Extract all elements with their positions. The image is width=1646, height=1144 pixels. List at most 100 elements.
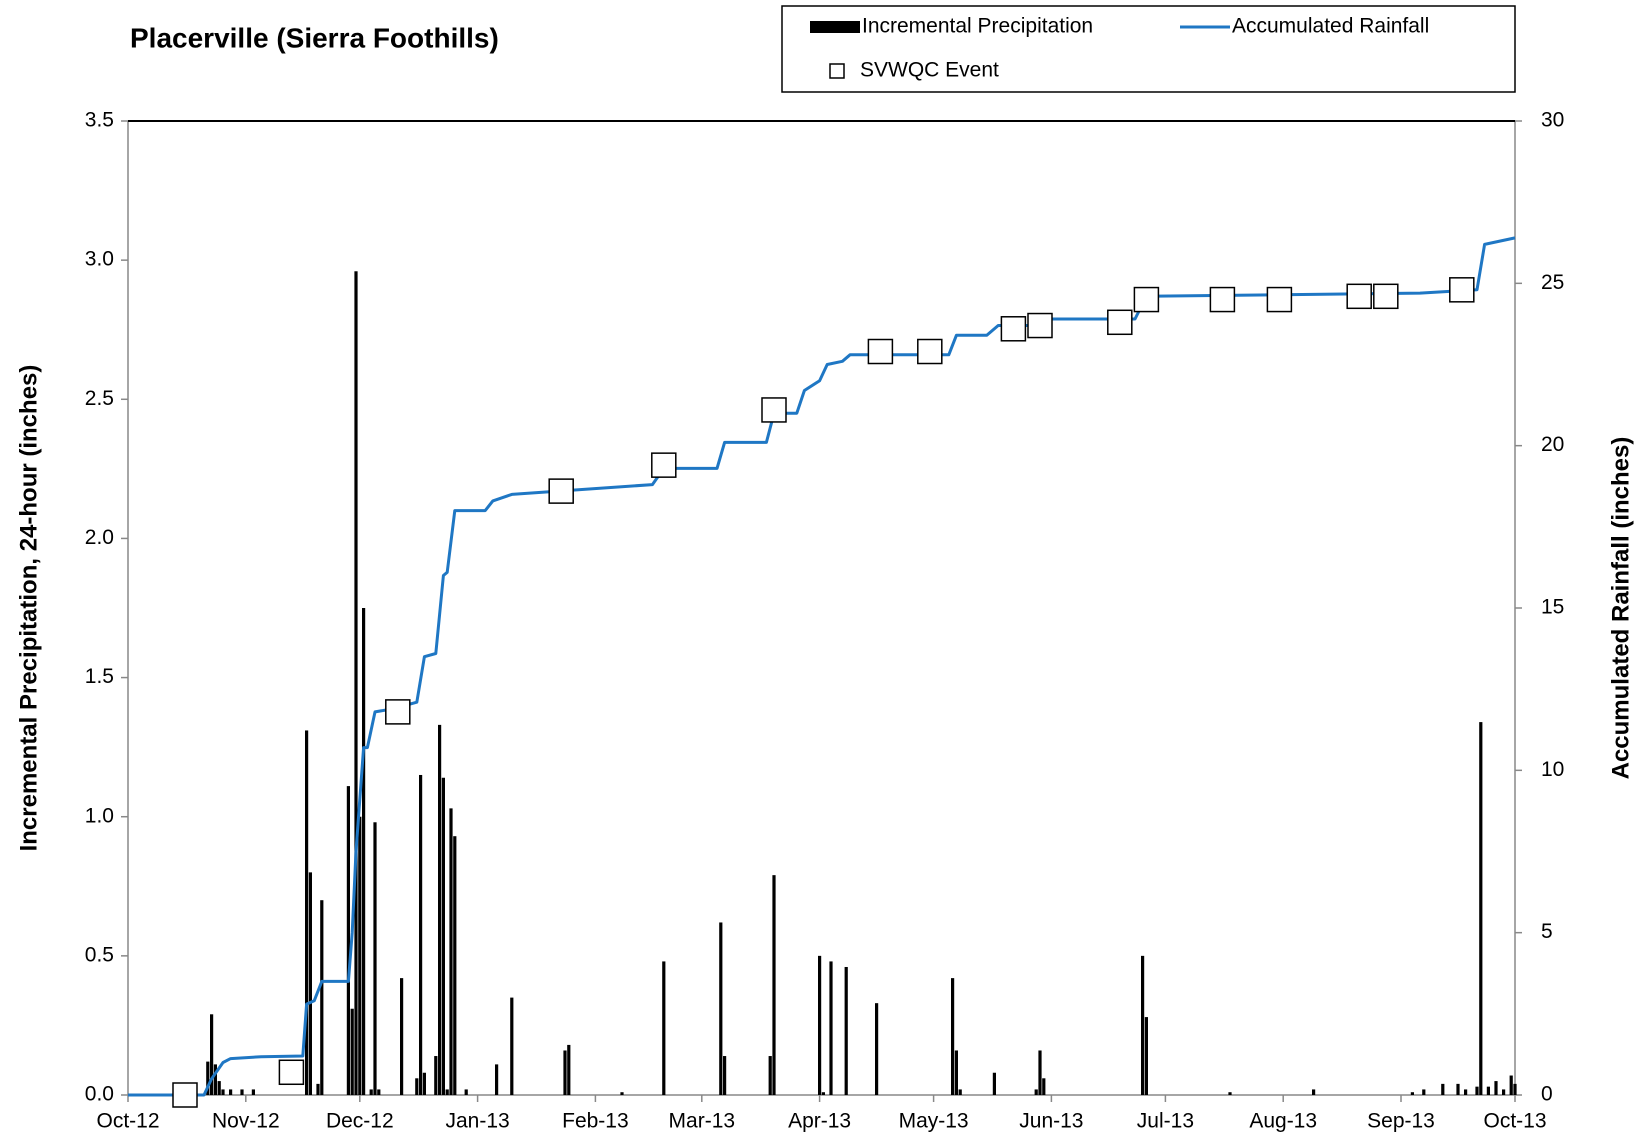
bar <box>434 1056 438 1095</box>
y2-tick-label: 25 <box>1541 271 1564 294</box>
event-marker <box>172 1082 198 1108</box>
bar <box>620 1092 624 1095</box>
bar <box>320 900 324 1095</box>
legend: Incremental Precipitation Accumulated Rai… <box>810 15 1429 82</box>
bar <box>354 271 358 1095</box>
bar <box>992 1072 996 1095</box>
x-tick-label: Jan-13 <box>445 1110 509 1133</box>
x-tick-label: Apr-13 <box>788 1110 851 1133</box>
event-marker <box>1000 316 1027 342</box>
event-marker <box>1133 286 1160 313</box>
chart-title: Placerville (Sierra Foothills) <box>130 22 499 53</box>
bar <box>821 1092 825 1095</box>
event-marker <box>1373 283 1399 310</box>
bar <box>1228 1092 1232 1095</box>
x-tick-label: Aug-13 <box>1249 1110 1317 1133</box>
bar <box>213 1064 217 1095</box>
bar <box>210 1014 214 1095</box>
bar <box>1494 1081 1498 1095</box>
y2-axis-title: Accumulated Rainfall (inches) <box>1607 437 1634 780</box>
event-marker <box>1107 309 1133 336</box>
bar <box>829 961 833 1095</box>
x-tick-label: Jul-13 <box>1137 1110 1194 1133</box>
bar <box>400 978 404 1095</box>
bar <box>240 1089 244 1095</box>
bar <box>1502 1089 1506 1095</box>
legend-label: Incremental Precipitation <box>862 15 1093 38</box>
y-tick-label: 1.5 <box>85 665 114 688</box>
bar <box>369 1089 373 1095</box>
bar <box>818 955 822 1095</box>
bar <box>1509 1075 1513 1095</box>
event-marker <box>1449 277 1475 303</box>
y-tick-label: 0.5 <box>85 943 114 966</box>
bar <box>206 1061 210 1095</box>
bar <box>1422 1089 1426 1095</box>
bar <box>441 777 445 1095</box>
bar <box>1042 1078 1046 1095</box>
bar <box>422 1072 426 1095</box>
y2-tick-label: 30 <box>1541 109 1564 132</box>
y-tick-label: 2.5 <box>85 387 114 410</box>
y2-tick-label: 20 <box>1541 433 1564 456</box>
y-axis-title: Incremental Precipitation, 24-hour (inch… <box>15 365 42 852</box>
y-tick-label: 2.0 <box>85 526 114 549</box>
bar <box>567 1044 571 1095</box>
event-marker <box>385 699 411 725</box>
legend-box <box>781 5 1516 93</box>
line <box>128 236 1516 1097</box>
bar <box>419 774 423 1095</box>
legend-label: SVWQC Event <box>860 59 999 82</box>
x-tick-label: May-13 <box>899 1110 969 1133</box>
bar <box>958 1089 962 1095</box>
y-tick-label: 3.0 <box>85 248 114 271</box>
bar <box>563 1050 567 1095</box>
x-tick-label: Oct-12 <box>96 1110 159 1133</box>
bar <box>1486 1086 1490 1095</box>
bar <box>308 872 312 1095</box>
bar <box>251 1089 255 1095</box>
bar <box>1410 1092 1414 1095</box>
x-tick-label: Oct-13 <box>1483 1110 1546 1133</box>
bar <box>229 1089 233 1095</box>
event-marker <box>1346 283 1372 310</box>
x-tick-label: Nov-12 <box>212 1110 280 1133</box>
x-tick-label: Feb-13 <box>562 1110 629 1133</box>
event-marker <box>278 1059 305 1086</box>
bar <box>1464 1089 1468 1095</box>
event-marker <box>761 397 787 423</box>
bar <box>1479 722 1483 1095</box>
event-marker <box>1266 286 1293 313</box>
y2-tick-label: 10 <box>1541 758 1564 781</box>
bar <box>358 816 362 1095</box>
bar <box>1038 1050 1042 1095</box>
bar <box>373 822 377 1095</box>
bar <box>723 1056 727 1095</box>
x-tick-label: Jun-13 <box>1019 1110 1083 1133</box>
bar <box>377 1089 381 1095</box>
bar <box>1034 1089 1038 1095</box>
bar <box>415 1078 419 1095</box>
bar <box>316 1083 320 1095</box>
y-tick-label: 0.0 <box>85 1083 114 1106</box>
bar <box>346 786 350 1095</box>
y-tick-label: 1.0 <box>85 804 114 827</box>
y2-tick-label: 15 <box>1541 596 1564 619</box>
event-marker <box>651 452 677 478</box>
bar <box>772 875 776 1095</box>
bar <box>221 1089 225 1095</box>
bar <box>350 1008 354 1095</box>
bar <box>844 966 848 1095</box>
bar <box>438 724 442 1095</box>
x-tick-label: Dec-12 <box>326 1110 394 1133</box>
event-marker <box>548 478 574 504</box>
bar <box>1312 1089 1316 1095</box>
bar <box>362 608 366 1095</box>
bar <box>453 836 457 1095</box>
x-tick-label: Mar-13 <box>669 1110 736 1133</box>
y2-tick-label: 5 <box>1541 920 1553 943</box>
bar <box>768 1056 772 1095</box>
bar <box>495 1064 499 1095</box>
bar <box>1475 1086 1479 1095</box>
bar <box>510 997 514 1095</box>
